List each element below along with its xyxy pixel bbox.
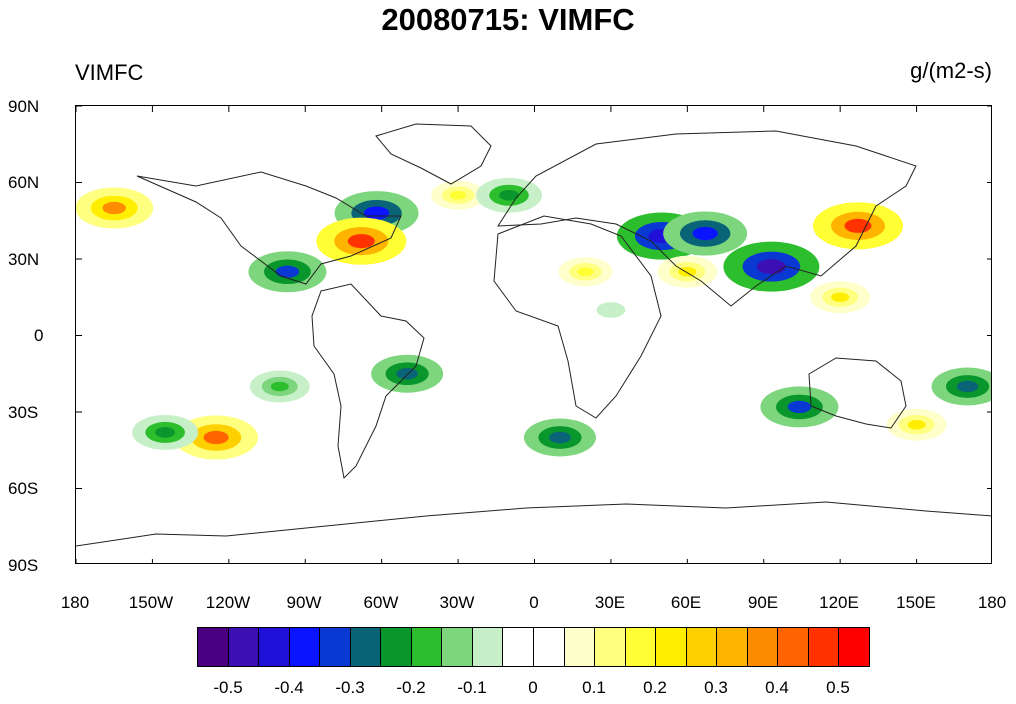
colorbar-swatch	[625, 628, 657, 666]
colorbar-swatch	[656, 628, 687, 666]
field-anomaly	[831, 292, 850, 303]
field-anomaly	[102, 201, 126, 215]
field-anomaly	[603, 306, 619, 314]
field-anomaly	[449, 190, 467, 200]
lon-label-120w: 120W	[205, 593, 251, 612]
colorbar-swatch	[503, 628, 535, 666]
lat-label-30s: 30S	[8, 403, 39, 422]
lon-label-180w: 180	[60, 593, 90, 612]
lon-label-0: 0	[529, 593, 539, 612]
lat-label-30n: 30N	[8, 250, 40, 269]
field-anomaly	[499, 190, 519, 201]
colorbar-swatch	[717, 628, 748, 666]
colorbar-label: 0.3	[704, 678, 728, 697]
colorbar-label: -0.3	[335, 678, 365, 697]
colorbar-swatch	[472, 628, 504, 666]
colorbar-label: 0	[528, 678, 538, 697]
colorbar-label: -0.2	[396, 678, 426, 697]
lat-label-60n: 60N	[8, 173, 40, 192]
lon-label-30e: 30E	[594, 593, 626, 612]
colorbar	[197, 627, 870, 667]
coastline-north-america	[136, 171, 402, 285]
colorbar-label: -0.1	[457, 678, 487, 697]
lon-label-150w: 150W	[128, 593, 174, 612]
colorbar-swatch	[747, 628, 779, 666]
colorbar-label: 0.4	[765, 678, 789, 697]
lon-label-150e: 150E	[896, 593, 936, 612]
field-anomaly	[787, 400, 812, 414]
colorbar-label: 0.2	[643, 678, 667, 697]
lon-label-90e: 90E	[747, 593, 779, 612]
field-anomaly	[678, 266, 697, 277]
field-anomaly	[396, 368, 418, 380]
plot-title: 20080715: VIMFC	[381, 2, 635, 37]
colorbar-swatch	[839, 628, 870, 666]
lon-label-120e: 120E	[819, 593, 859, 612]
field-anomaly	[577, 267, 594, 277]
lon-label-90w: 90W	[286, 593, 322, 612]
coastline-eurasia	[497, 130, 917, 307]
lon-label-60e: 60E	[670, 593, 702, 612]
colorbar-swatch	[442, 628, 473, 666]
colorbar-swatch	[259, 628, 290, 666]
map-plot-area	[75, 105, 992, 564]
colorbar-label: 0.5	[826, 678, 850, 697]
colorbar-swatch	[228, 628, 260, 666]
lon-label-30w: 30W	[439, 593, 475, 612]
lat-label-90s: 90S	[8, 556, 39, 575]
colorbar-swatch	[808, 628, 840, 666]
units-label: g/(m2-s)	[910, 58, 992, 83]
field-layer	[76, 106, 991, 563]
coastline-antarctica	[76, 501, 991, 547]
colorbar-label: -0.5	[213, 678, 243, 697]
variable-label: VIMFC	[75, 60, 144, 85]
lat-label-90n: 90N	[8, 97, 40, 116]
field-anomaly	[956, 380, 979, 393]
field-anomaly	[347, 234, 375, 249]
lon-label-60w: 60W	[363, 593, 399, 612]
colorbar-swatch	[381, 628, 412, 666]
field-anomaly	[155, 427, 176, 438]
colorbar-swatch	[289, 628, 321, 666]
field-anomaly	[549, 431, 571, 444]
colorbar-swatch	[778, 628, 809, 666]
field-anomaly	[692, 226, 718, 241]
coastline-africa	[493, 215, 662, 419]
lon-label-180e: 180	[977, 593, 1007, 612]
field-anomaly	[275, 265, 300, 278]
colorbar-swatch	[411, 628, 443, 666]
field-anomaly	[907, 419, 926, 430]
field-anomaly	[270, 381, 289, 392]
colorbar-swatch	[686, 628, 718, 666]
colorbar-swatch	[198, 628, 229, 666]
lat-label-60s: 60S	[8, 479, 39, 498]
coastlines	[76, 123, 991, 547]
coastline-greenland	[375, 123, 492, 185]
coastline-australia	[808, 357, 907, 429]
colorbar-label: -0.4	[274, 678, 304, 697]
field-anomaly	[203, 430, 229, 445]
colorbar-swatch	[595, 628, 626, 666]
colorbar-swatch	[534, 628, 565, 666]
colorbar-label: 0.1	[582, 678, 606, 697]
lat-label-0: 0	[34, 326, 44, 345]
colorbar-swatch	[350, 628, 382, 666]
coastline-south-america	[311, 283, 425, 480]
colorbar-swatch	[564, 628, 596, 666]
colorbar-swatch	[320, 628, 351, 666]
